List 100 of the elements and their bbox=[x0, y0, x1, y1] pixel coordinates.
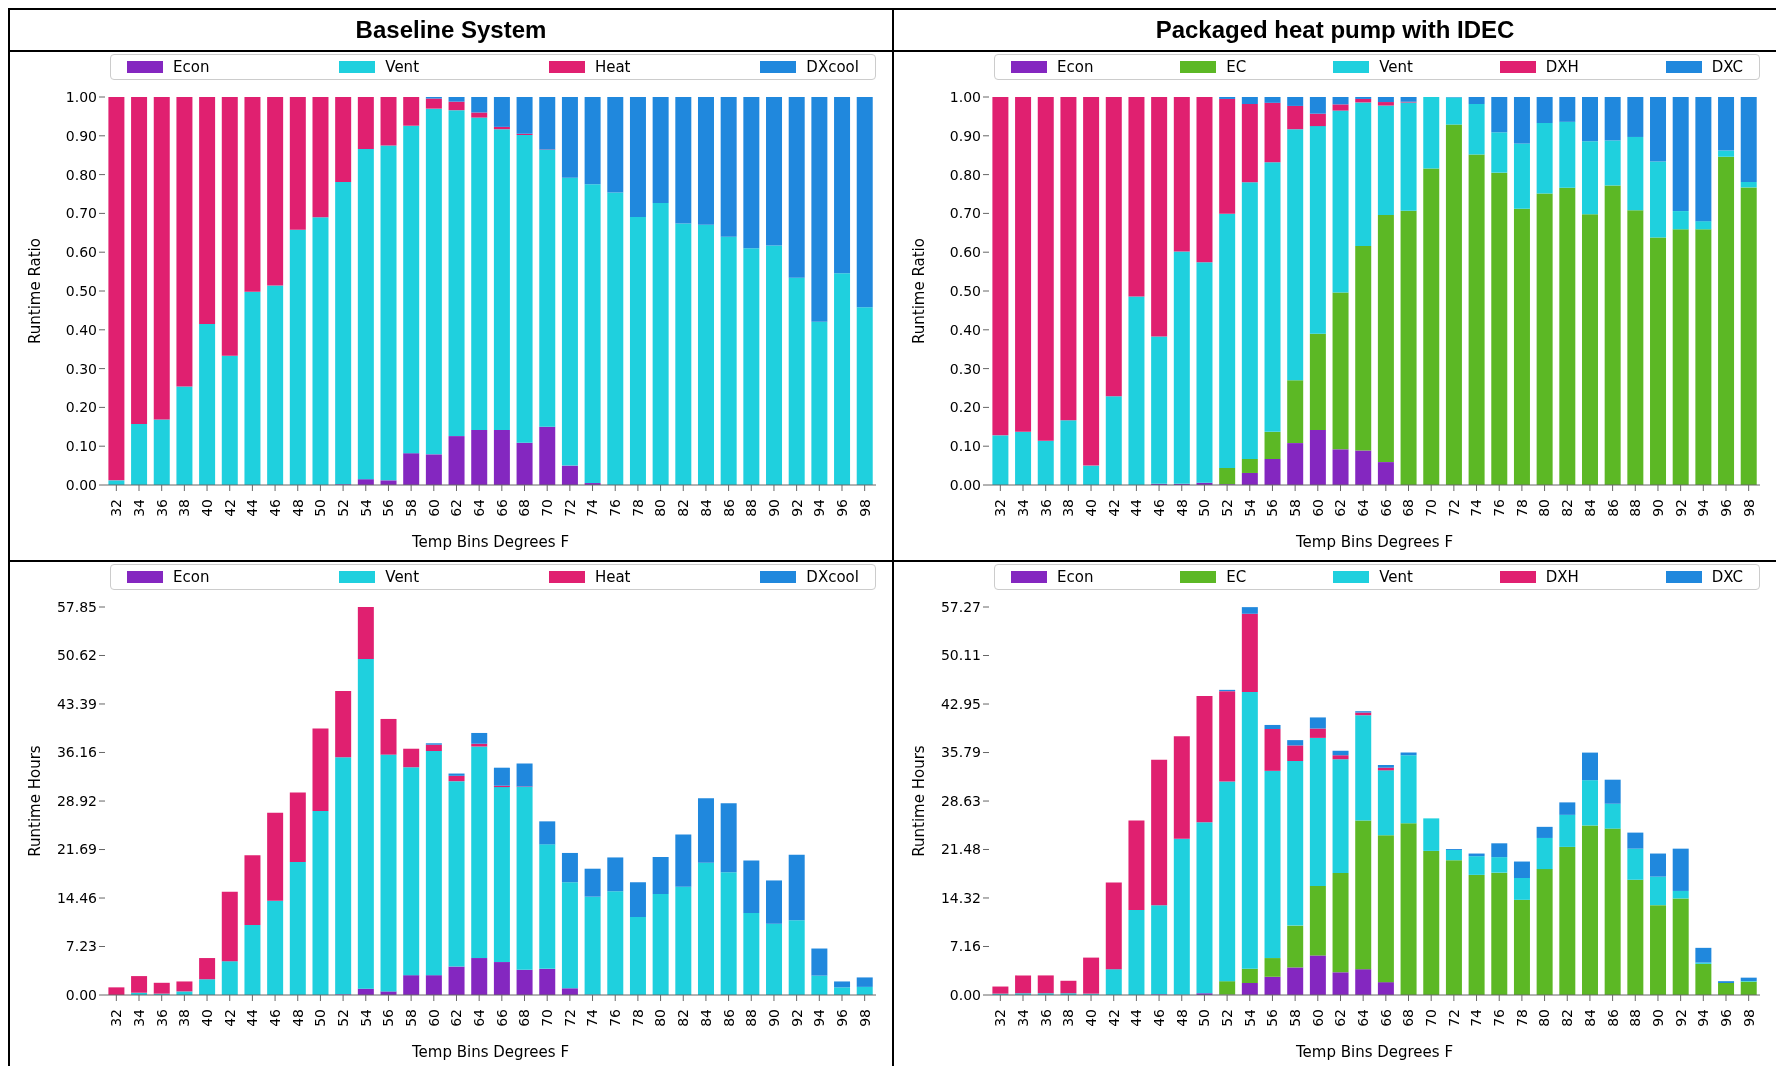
y-tick-label: 0.80 bbox=[65, 166, 97, 183]
chart-title: Baseline System bbox=[10, 10, 894, 52]
x-tick-label: 80 bbox=[1536, 499, 1553, 517]
y-tick-label: 7.16 bbox=[949, 938, 982, 955]
x-tick-label: 82 bbox=[675, 499, 692, 517]
legend-label: Econ bbox=[173, 58, 210, 76]
x-tick-label: 56 bbox=[380, 498, 397, 517]
x-tick-label: 32 bbox=[992, 1009, 1009, 1027]
legend-label: DXH bbox=[1545, 58, 1579, 76]
x-tick-label: 72 bbox=[1445, 1009, 1462, 1027]
x-tick-label: 78 bbox=[629, 1009, 646, 1027]
x-tick-label: 74 bbox=[1468, 498, 1485, 517]
x-tick-label: 56 bbox=[1264, 498, 1281, 517]
x-tick-label: 54 bbox=[1241, 1008, 1258, 1027]
y-tick-label: 28.63 bbox=[940, 793, 981, 809]
x-tick-label: 60 bbox=[425, 499, 442, 517]
legend-label: DXC bbox=[1711, 568, 1743, 586]
x-tick-label: 46 bbox=[266, 498, 283, 517]
x-tick-label: 38 bbox=[1060, 1009, 1077, 1027]
x-tick-label: 68 bbox=[516, 499, 533, 517]
x-tick-label: 46 bbox=[1150, 1008, 1167, 1027]
y-tick-label: 0.00 bbox=[65, 986, 97, 1003]
x-tick-label: 56 bbox=[1264, 1008, 1281, 1027]
x-tick-label: 78 bbox=[1513, 499, 1530, 517]
x-tick-label: 72 bbox=[1445, 499, 1462, 517]
x-tick-label: 70 bbox=[1423, 499, 1440, 517]
legend-label: Econ bbox=[1057, 58, 1094, 76]
x-tick-label: 76 bbox=[607, 498, 624, 517]
y-tick-label: 0.20 bbox=[65, 399, 97, 416]
x-tick-label: 84 bbox=[1581, 498, 1598, 517]
x-axis-title: Temp Bins Degrees F bbox=[410, 1043, 570, 1061]
x-tick-label: 62 bbox=[448, 499, 465, 517]
y-tick-label: 36.16 bbox=[56, 744, 98, 761]
x-tick-label: 46 bbox=[266, 1008, 283, 1027]
x-tick-label: 36 bbox=[1037, 498, 1054, 517]
y-tick-label: 0.90 bbox=[949, 127, 981, 144]
x-tick-label: 74 bbox=[584, 1008, 601, 1027]
y-tick-label: 0.30 bbox=[949, 360, 981, 377]
x-tick-label: 52 bbox=[335, 499, 351, 517]
x-tick-label: 38 bbox=[1060, 499, 1077, 517]
x-axis-title: Temp Bins Degrees F bbox=[1294, 533, 1454, 551]
x-tick-label: 94 bbox=[811, 498, 828, 517]
x-tick-label: 40 bbox=[1082, 1009, 1099, 1027]
y-tick-label: 42.95 bbox=[940, 695, 981, 712]
y-tick-label: 0.00 bbox=[949, 476, 981, 493]
x-tick-label: 40 bbox=[198, 499, 215, 517]
x-tick-label: 92 bbox=[1672, 1009, 1689, 1027]
x-tick-label: 82 bbox=[1559, 1009, 1576, 1027]
y-tick-label: 0.20 bbox=[949, 399, 981, 416]
x-tick-label: 94 bbox=[811, 1008, 828, 1027]
x-tick-label: 82 bbox=[1559, 499, 1576, 517]
x-tick-label: 76 bbox=[607, 1008, 624, 1027]
x-tick-label: 74 bbox=[584, 498, 601, 517]
x-tick-label: 50 bbox=[312, 1009, 329, 1027]
x-tick-label: 48 bbox=[1173, 1009, 1190, 1027]
x-tick-label: 46 bbox=[1150, 498, 1167, 517]
x-tick-label: 66 bbox=[493, 498, 510, 517]
y-tick-label: 0.00 bbox=[949, 986, 981, 1003]
x-tick-label: 52 bbox=[335, 1009, 351, 1027]
x-tick-label: 32 bbox=[992, 499, 1009, 517]
x-tick-label: 54 bbox=[1241, 498, 1258, 517]
x-tick-label: 60 bbox=[1309, 1009, 1326, 1027]
legend-label: Heat bbox=[594, 568, 631, 586]
x-tick-label: 80 bbox=[652, 1009, 669, 1027]
x-tick-label: 88 bbox=[743, 1009, 760, 1027]
x-tick-label: 72 bbox=[561, 499, 578, 517]
x-tick-label: 70 bbox=[1423, 1009, 1440, 1027]
chart-title: Packaged heat pump with IDEC bbox=[894, 10, 1776, 52]
x-tick-label: 50 bbox=[1196, 1009, 1213, 1027]
x-tick-label: 54 bbox=[357, 1008, 374, 1027]
x-tick-label: 88 bbox=[743, 499, 760, 517]
x-tick-label: 94 bbox=[1695, 1008, 1712, 1027]
legend-label: Heat bbox=[594, 58, 631, 76]
x-tick-label: 40 bbox=[198, 1009, 215, 1027]
x-tick-label: 36 bbox=[1037, 1008, 1054, 1027]
x-tick-label: 44 bbox=[1128, 498, 1145, 517]
x-tick-label: 62 bbox=[1332, 499, 1349, 517]
y-tick-label: 0.90 bbox=[65, 127, 97, 144]
y-tick-label: 14.32 bbox=[940, 889, 981, 906]
x-tick-label: 86 bbox=[720, 498, 737, 517]
x-axis-title: Temp Bins Degrees F bbox=[1294, 1043, 1454, 1061]
y-tick-label: 0.40 bbox=[65, 321, 97, 338]
x-tick-label: 80 bbox=[1536, 1009, 1553, 1027]
y-tick-label: 1.00 bbox=[949, 88, 981, 105]
y-tick-label: 35.79 bbox=[940, 744, 981, 761]
x-tick-label: 84 bbox=[697, 498, 714, 517]
x-tick-label: 56 bbox=[380, 1008, 397, 1027]
x-tick-label: 36 bbox=[153, 1008, 170, 1027]
x-tick-label: 88 bbox=[1627, 499, 1644, 517]
x-tick-label: 36 bbox=[153, 498, 170, 517]
x-tick-label: 54 bbox=[357, 498, 374, 517]
x-tick-label: 34 bbox=[1014, 1008, 1031, 1027]
x-tick-label: 90 bbox=[765, 1009, 782, 1027]
y-tick-label: 0.30 bbox=[65, 360, 97, 377]
y-axis-title: Runtime Ratio bbox=[910, 238, 929, 344]
y-tick-label: 21.48 bbox=[940, 841, 981, 858]
legend-label: EC bbox=[1226, 568, 1247, 586]
x-tick-label: 98 bbox=[1740, 1009, 1757, 1027]
x-tick-label: 58 bbox=[403, 499, 420, 517]
x-tick-label: 72 bbox=[561, 1009, 578, 1027]
